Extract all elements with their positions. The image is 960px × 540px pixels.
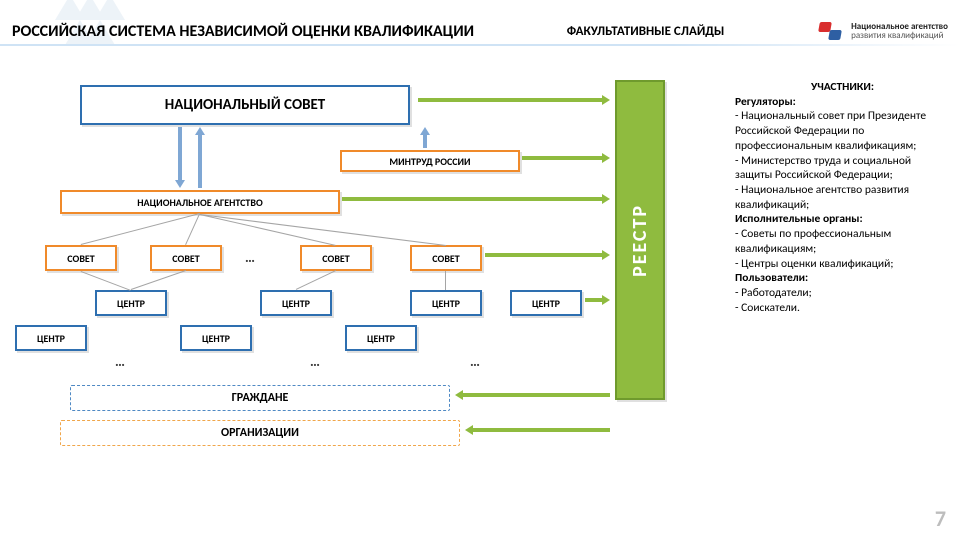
ellipsis: … — [310, 353, 320, 370]
exec-label: Исполнительные органы: — [735, 212, 863, 226]
connector-line — [296, 270, 336, 290]
diagram: НАЦИОНАЛЬНЫЙ СОВЕТ МИНТРУД РОССИИНАЦИОНАЛ… — [10, 75, 730, 475]
header: РОССИЙСКАЯ СИСТЕМА НЕЗАВИСИМОЙ ОЦЕНКИ КВ… — [12, 20, 948, 42]
sovet-box-2: СОВЕТ — [300, 245, 372, 271]
participants-text: УЧАСТНИКИ: Регуляторы: - Национальный со… — [735, 80, 950, 316]
users-label: Пользователи: — [735, 271, 808, 285]
connector-line — [81, 271, 131, 291]
arrow — [465, 425, 610, 435]
reestr-box: РЕЕСТР — [615, 80, 665, 400]
arrow — [418, 95, 610, 105]
center-box-b1: ЦЕНТР — [180, 325, 252, 351]
sovet-box-3: СОВЕТ — [410, 245, 482, 271]
agency-box: НАЦИОНАЛЬНОЕ АГЕНТСТВО — [60, 190, 340, 214]
orgs-box: ОРГАНИЗАЦИИ — [60, 420, 460, 446]
center-box-a3: ЦЕНТР — [510, 290, 582, 316]
reg-item: - Министерство труда и социальной защиты… — [735, 154, 911, 183]
mintrud-box: МИНТРУД РОССИИ — [340, 150, 520, 172]
ellipsis: … — [245, 249, 255, 266]
title-sub: ФАКУЛЬТАТИВНЫЕ СЛАЙДЫ — [567, 24, 725, 39]
header-rule — [0, 44, 960, 46]
arrow — [195, 127, 205, 188]
arrow — [455, 390, 610, 400]
reg-item: - Национальный совет при Президенте Росс… — [735, 109, 926, 152]
center-box-b2: ЦЕНТР — [345, 325, 417, 351]
arrow — [585, 295, 610, 305]
ellipsis: … — [115, 353, 125, 370]
title-main: РОССИЙСКАЯ СИСТЕМА НЕЗАВИСИМОЙ ОЦЕНКИ КВ… — [12, 22, 474, 41]
user-item: - Работодатели; — [735, 286, 812, 300]
arrow — [485, 250, 610, 260]
connector-line — [131, 270, 186, 290]
sovet-box-1: СОВЕТ — [150, 245, 222, 271]
national-council-box: НАЦИОНАЛЬНЫЙ СОВЕТ — [80, 85, 410, 125]
reg-item: - Национальное агентство развития квалиф… — [735, 183, 909, 212]
connector-line — [185, 214, 200, 245]
arrow — [522, 153, 610, 163]
regulators-label: Регуляторы: — [735, 95, 796, 109]
exec-item: - Советы по профессиональным квалификаци… — [735, 227, 891, 256]
logo: Национальное агентство развития квалифик… — [817, 20, 948, 42]
arrow — [342, 194, 610, 204]
logo-text: Национальное агентство развития квалифик… — [851, 22, 948, 41]
ellipsis: … — [470, 353, 480, 370]
center-box-a0: ЦЕНТР — [95, 290, 167, 316]
logo-icon — [817, 20, 845, 42]
user-item: - Соискатели. — [735, 301, 800, 315]
arrow — [175, 127, 185, 188]
center-box-a1: ЦЕНТР — [260, 290, 332, 316]
connector-line — [445, 271, 446, 290]
connector-line — [200, 214, 336, 246]
citizens-box: ГРАЖДАНЕ — [70, 385, 450, 411]
arrow — [420, 127, 430, 148]
participants-title: УЧАСТНИКИ: — [735, 80, 950, 95]
center-box-b0: ЦЕНТР — [15, 325, 87, 351]
sovet-box-0: СОВЕТ — [45, 245, 117, 271]
page-number: 7 — [935, 505, 946, 532]
center-box-a2: ЦЕНТР — [410, 290, 482, 316]
exec-item: - Центры оценки квалификаций; — [735, 257, 893, 271]
connector-line — [81, 213, 200, 245]
